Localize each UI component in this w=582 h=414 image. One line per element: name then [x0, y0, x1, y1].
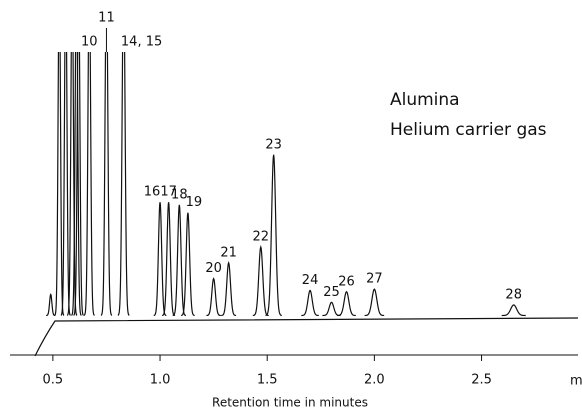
peak — [83, 52, 95, 316]
x-tick-label: 1.0 — [150, 373, 171, 388]
peak-label: 21 — [220, 245, 237, 260]
peak — [162, 202, 176, 317]
peak-label: 22 — [253, 229, 270, 244]
peak-label: 16 — [144, 185, 161, 200]
peak — [117, 52, 130, 316]
peak — [172, 204, 187, 317]
peak-label: 27 — [366, 272, 383, 287]
x-tick-label: 2.0 — [364, 373, 385, 388]
peak — [206, 277, 221, 317]
peak-label: 28 — [505, 287, 522, 302]
x-tick-label: 0.5 — [43, 373, 64, 388]
peak — [46, 293, 56, 317]
peak — [73, 52, 84, 316]
peak-label: 14, 15 — [121, 35, 162, 50]
peak — [364, 288, 385, 317]
peak — [501, 304, 526, 317]
peak — [221, 260, 237, 317]
peak — [54, 52, 65, 316]
peak — [301, 289, 319, 317]
peak-label: 17 — [160, 185, 177, 200]
peak-label: 11 — [98, 11, 115, 26]
peak-label: 19 — [186, 195, 203, 210]
peak — [265, 154, 282, 317]
peak-label: 25 — [323, 285, 340, 300]
peak — [322, 301, 341, 317]
peak-label: 18 — [171, 187, 188, 202]
peak — [71, 52, 82, 316]
peak-label: 24 — [302, 273, 319, 288]
annotation: Alumina — [390, 90, 460, 110]
x-axis-title: Retention time in minutes — [212, 396, 368, 410]
baseline — [34, 317, 579, 357]
peak-label: 20 — [205, 261, 222, 276]
peak — [100, 52, 113, 316]
x-tick-label: 1.5 — [257, 373, 278, 388]
annotation: Helium carrier gas — [390, 120, 547, 140]
x-unit: min — [570, 374, 582, 389]
peak — [181, 212, 195, 317]
peak — [252, 244, 269, 317]
peak-label: 23 — [265, 137, 282, 152]
x-tick-label: 2.5 — [471, 373, 492, 388]
trace — [46, 52, 526, 317]
peak — [153, 202, 167, 317]
peak — [337, 290, 356, 317]
peak-label: 26 — [338, 274, 355, 289]
peak-label: 10 — [81, 35, 98, 50]
